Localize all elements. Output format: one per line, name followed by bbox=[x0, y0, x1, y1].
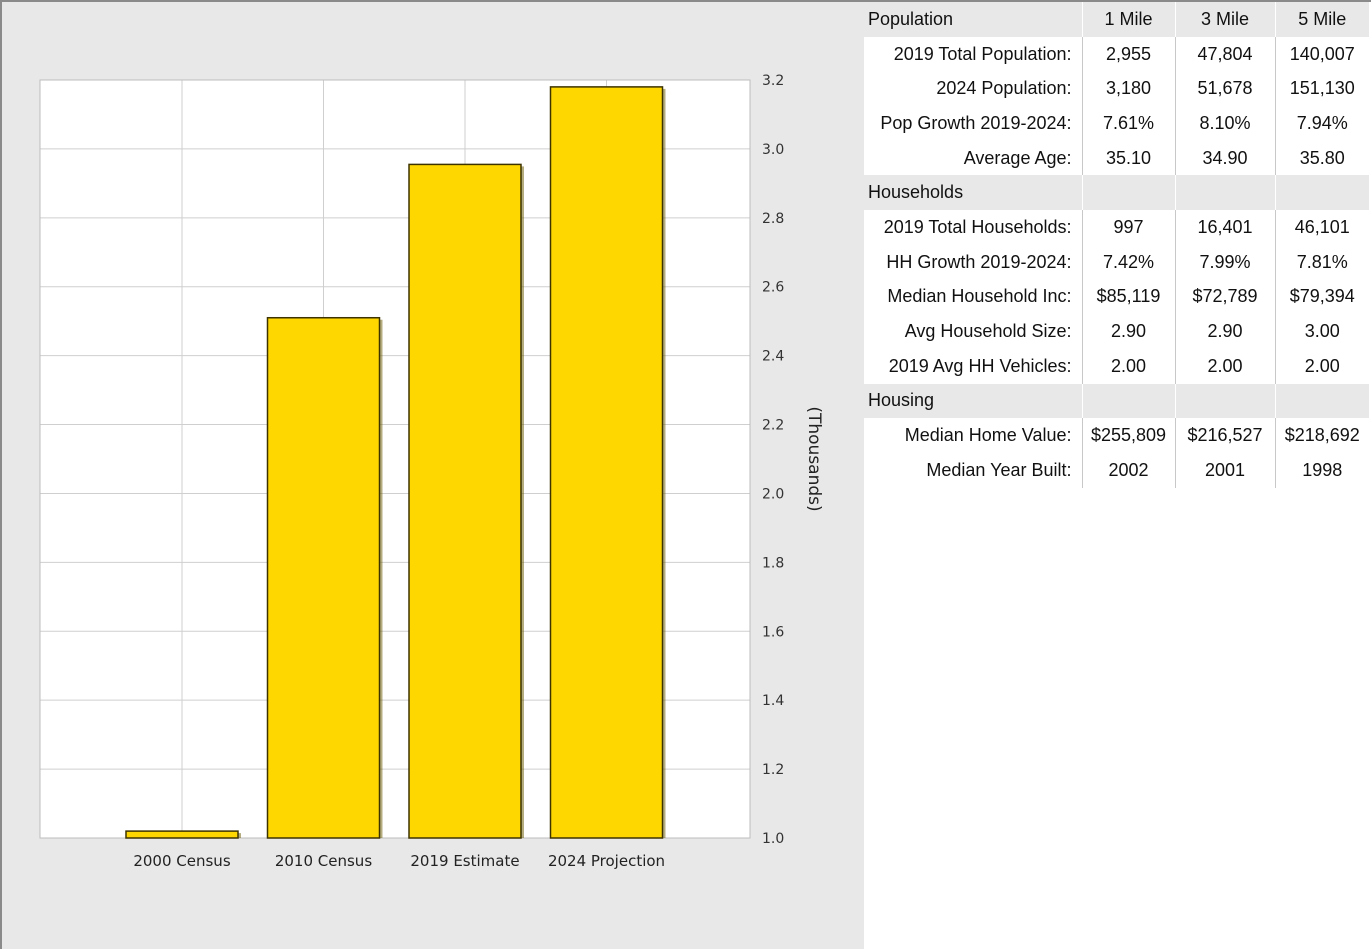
cell-value: $218,692 bbox=[1274, 418, 1369, 453]
column-header bbox=[1274, 175, 1369, 211]
cell-value: $216,527 bbox=[1174, 418, 1275, 453]
plot-border bbox=[39, 79, 751, 839]
cell-value: 140,007 bbox=[1274, 36, 1369, 72]
cell-value: 47,804 bbox=[1174, 36, 1275, 72]
cell-value: 8.10% bbox=[1174, 106, 1275, 141]
cell-value: 7.94% bbox=[1274, 106, 1369, 141]
row-label: Median Household Inc: bbox=[887, 286, 1072, 307]
row-label: Avg Household Size: bbox=[904, 321, 1072, 342]
y-tick-label: 2.2 bbox=[762, 418, 784, 434]
cell-value: 34.90 bbox=[1174, 140, 1275, 176]
table-row: Average Age: 35.10 34.90 35.80 bbox=[864, 140, 1369, 176]
demographics-table-panel: Population 1 Mile 3 Mile 5 Mile 2019 Total P… bbox=[864, 2, 1369, 488]
row-label: 2019 Avg HH Vehicles: bbox=[888, 355, 1072, 376]
y-tick-label: 1.4 bbox=[762, 693, 784, 709]
y-tick-label: 2.8 bbox=[762, 211, 784, 227]
cell-value: 997 bbox=[1081, 210, 1175, 245]
bar-2000-census bbox=[125, 830, 239, 839]
cell-value: 2002 bbox=[1081, 452, 1175, 488]
y-tick-label: 2.4 bbox=[762, 349, 784, 365]
cell-value: 151,130 bbox=[1274, 71, 1369, 107]
row-label: Pop Growth 2019-2024: bbox=[880, 112, 1072, 133]
table-row: 2019 Total Population: 2,955 47,804 140,007 bbox=[864, 36, 1369, 72]
column-header bbox=[1174, 383, 1275, 419]
row-label: 2019 Total Population: bbox=[893, 43, 1072, 64]
y-axis-unit-label: (Thousands) bbox=[804, 406, 824, 511]
table-row: Median Household Inc: $85,119 $72,789 $79,3… bbox=[864, 279, 1369, 315]
x-category-label: 2024 Projection bbox=[548, 852, 665, 870]
cell-value: 7.42% bbox=[1081, 244, 1175, 280]
cell-value: 1998 bbox=[1274, 452, 1369, 488]
table-row: 2024 Population: 3,180 51,678 151,130 bbox=[864, 71, 1369, 107]
row-label: Median Home Value: bbox=[904, 425, 1072, 446]
cell-value: 3,180 bbox=[1081, 71, 1175, 107]
cell-value: 7.99% bbox=[1174, 244, 1275, 280]
column-header: 5 Mile bbox=[1274, 2, 1369, 37]
table-row: Median Home Value: $255,809 $216,527 $218,6… bbox=[864, 418, 1369, 453]
section-title: Population bbox=[864, 2, 1082, 37]
cell-value: $255,809 bbox=[1081, 418, 1175, 453]
cell-value: 2001 bbox=[1174, 452, 1275, 488]
y-tick-label: 1.0 bbox=[762, 831, 784, 847]
demographics-table: Population 1 Mile 3 Mile 5 Mile 2019 Total P… bbox=[864, 2, 1369, 488]
y-tick-label: 3.0 bbox=[762, 142, 784, 158]
y-tick-label: 1.6 bbox=[762, 624, 784, 640]
cell-value: $79,394 bbox=[1274, 279, 1369, 315]
cell-value: 3.00 bbox=[1274, 314, 1369, 349]
cell-value: $85,119 bbox=[1081, 279, 1175, 315]
column-header bbox=[1274, 383, 1369, 419]
x-category-label: 2010 Census bbox=[275, 852, 372, 870]
column-header: 3 Mile bbox=[1174, 2, 1275, 37]
row-label: Median Year Built: bbox=[926, 459, 1072, 480]
row-label: 2024 Population: bbox=[936, 78, 1072, 99]
chart-panel: 1.0 1.2 1.4 1.6 1.8 2.0 2.2 2.4 2.6 2.8 3.0 3.2 200… bbox=[2, 2, 864, 949]
cell-value: 2.90 bbox=[1174, 314, 1275, 349]
table-row: 2019 Avg HH Vehicles: 2.00 2.00 2.00 bbox=[864, 348, 1369, 384]
cell-value: $72,789 bbox=[1174, 279, 1275, 315]
cell-value: 35.10 bbox=[1081, 140, 1175, 176]
cell-value: 2.00 bbox=[1274, 348, 1369, 384]
section-header-housing: Housing bbox=[864, 383, 1369, 419]
cell-value: 51,678 bbox=[1174, 71, 1275, 107]
bar-2019-estimate bbox=[408, 163, 522, 839]
table-row: Pop Growth 2019-2024: 7.61% 8.10% 7.94% bbox=[864, 106, 1369, 141]
y-tick-label: 2.0 bbox=[762, 486, 784, 502]
x-category-label: 2000 Census bbox=[133, 852, 230, 870]
cell-value: 2,955 bbox=[1081, 36, 1175, 72]
row-label: HH Growth 2019-2024: bbox=[886, 251, 1072, 272]
table-row: 2019 Total Households: 997 16,401 46,101 bbox=[864, 210, 1369, 245]
section-title: Housing bbox=[864, 383, 1082, 419]
population-bar-chart: 1.0 1.2 1.4 1.6 1.8 2.0 2.2 2.4 2.6 2.8 3.0 3.2 200… bbox=[39, 73, 824, 870]
x-category-label: 2019 Estimate bbox=[410, 852, 519, 870]
bar-2024-projection bbox=[549, 86, 664, 839]
bar-2010-census bbox=[266, 316, 381, 839]
column-header bbox=[1081, 383, 1175, 419]
y-tick-label: 2.6 bbox=[762, 280, 784, 296]
table-row: HH Growth 2019-2024: 7.42% 7.99% 7.81% bbox=[864, 244, 1369, 280]
cell-value: 46,101 bbox=[1274, 210, 1369, 245]
cell-value: 7.61% bbox=[1081, 106, 1175, 141]
column-header: 1 Mile bbox=[1081, 2, 1175, 37]
cell-value: 2.00 bbox=[1081, 348, 1175, 384]
cell-value: 2.00 bbox=[1174, 348, 1275, 384]
y-tick-label: 1.8 bbox=[762, 555, 784, 571]
cell-value: 7.81% bbox=[1274, 244, 1369, 280]
column-header bbox=[1174, 175, 1275, 211]
section-header-households: Households bbox=[864, 175, 1369, 211]
y-tick-label: 1.2 bbox=[762, 762, 784, 778]
section-header-population: Population 1 Mile 3 Mile 5 Mile bbox=[864, 2, 1369, 37]
row-label: Average Age: bbox=[963, 147, 1072, 168]
section-title: Households bbox=[864, 175, 1082, 211]
row-label: 2019 Total Households: bbox=[883, 216, 1072, 237]
table-row: Median Year Built: 2002 2001 1998 bbox=[864, 452, 1369, 488]
column-header bbox=[1081, 175, 1175, 211]
y-tick-label: 3.2 bbox=[762, 73, 784, 89]
cell-value: 2.90 bbox=[1081, 314, 1175, 349]
table-row: Avg Household Size: 2.90 2.90 3.00 bbox=[864, 314, 1369, 349]
cell-value: 35.80 bbox=[1274, 140, 1369, 176]
cell-value: 16,401 bbox=[1174, 210, 1275, 245]
